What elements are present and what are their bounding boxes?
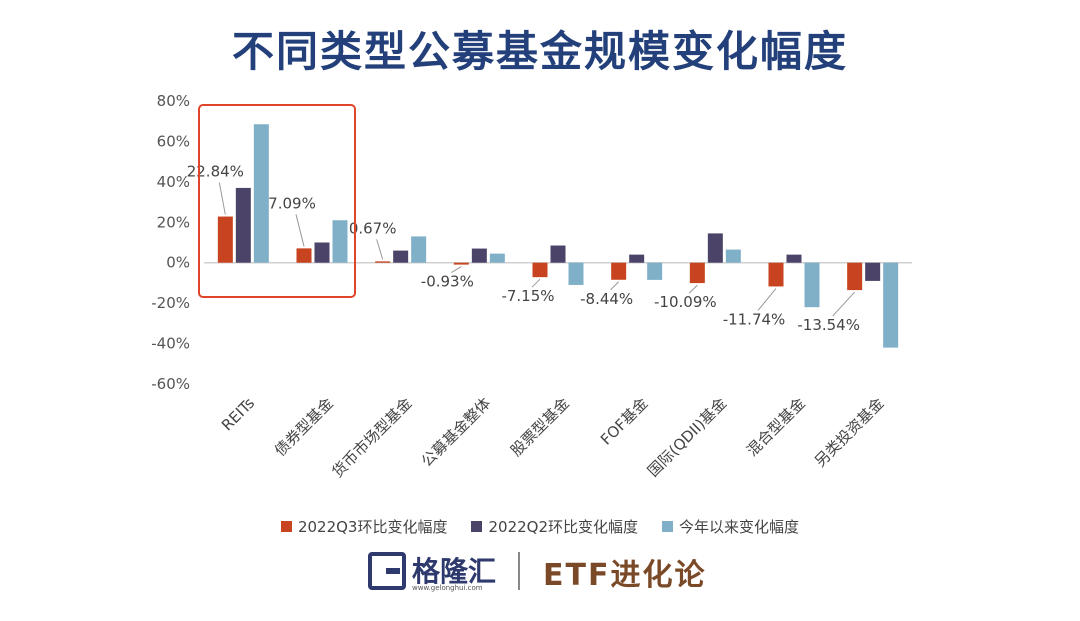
legend-swatch: [280, 521, 292, 532]
x-category-label-group: 货币市场型基金: [329, 394, 416, 481]
x-category-label: 另类投资基金: [811, 394, 887, 470]
bar-2: [393, 250, 409, 263]
legend-swatch: [471, 521, 483, 532]
bar-1: [611, 262, 627, 280]
data-label: -13.54%: [797, 316, 860, 334]
highlight-box: [198, 104, 356, 298]
x-category-label: FOF基金: [597, 394, 652, 449]
x-category-label-group: 混合型基金: [743, 394, 809, 460]
data-label-leader: [832, 291, 856, 317]
data-label-leader: [451, 266, 462, 274]
data-label: 22.84%: [187, 163, 244, 181]
y-tick-label: 60%: [157, 132, 190, 150]
data-label: -10.09%: [654, 293, 717, 311]
bar-1: [296, 248, 312, 263]
x-category-label: 国际(QDII)基金: [644, 394, 730, 480]
bar-1: [375, 261, 391, 263]
x-category-label: 债券型基金: [271, 394, 337, 460]
legend-item: 2022Q3环比变化幅度: [280, 516, 448, 537]
data-label-leader: [295, 214, 305, 247]
x-category-label: 货币市场型基金: [329, 394, 416, 481]
y-tick-label: 80%: [157, 92, 190, 110]
footer-divider: [518, 552, 520, 590]
x-category-label-group: 另类投资基金: [811, 394, 887, 470]
data-label-leader: [757, 288, 777, 311]
bar-1: [532, 262, 548, 278]
bar-3: [568, 262, 584, 285]
bar-3: [647, 262, 663, 280]
data-label-leader: [376, 239, 384, 260]
brand-name: 格隆汇: [412, 555, 497, 588]
bar-3: [883, 262, 899, 348]
x-category-label-group: 股票型基金: [507, 394, 573, 460]
data-label: -11.74%: [723, 310, 786, 328]
data-label-leader: [688, 284, 698, 294]
legend: 2022Q3环比变化幅度 2022Q2环比变化幅度 今年以来变化幅度: [0, 516, 1080, 537]
bar-chart: 80% 60% 40% 20% 0% -20% -40% -60% 22.84% 7.09% 0.…: [151, 92, 912, 481]
y-tick-label: -20%: [151, 294, 190, 312]
y-tick-label: 40%: [157, 173, 190, 191]
legend-label: 2022Q2环比变化幅度: [488, 518, 639, 536]
y-tick-label: -40%: [151, 335, 190, 353]
data-label: 7.09%: [268, 194, 316, 212]
legend-label: 今年以来变化幅度: [679, 518, 800, 536]
x-category-label: REITs: [218, 394, 258, 434]
bar-2: [235, 187, 251, 263]
bar-3: [804, 262, 820, 308]
y-tick-label: -60%: [151, 375, 190, 393]
page-title: 不同类型公募基金规模变化幅度: [231, 27, 848, 76]
x-category-label-group: 公募基金整体: [418, 394, 494, 470]
bar-3: [489, 253, 505, 263]
x-category-label-group: FOF基金: [597, 394, 652, 449]
legend-item: 今年以来变化幅度: [662, 516, 799, 537]
bar-2: [865, 262, 881, 281]
bar-1: [217, 216, 233, 263]
data-label: -8.44%: [580, 290, 633, 308]
bar-3: [253, 124, 269, 263]
x-category-label: 公募基金整体: [418, 394, 494, 470]
x-category-label-group: 国际(QDII)基金: [644, 394, 730, 480]
bar-2: [471, 248, 487, 263]
data-label-leader: [531, 278, 541, 288]
legend-swatch: [662, 521, 674, 532]
x-category-label: 混合型基金: [743, 394, 809, 460]
data-label: 0.67%: [349, 219, 397, 237]
footer: 格隆汇 www.gelonghui.com ETF进化论: [0, 546, 1080, 594]
bar-1: [689, 262, 705, 284]
data-label-leader: [218, 182, 226, 215]
x-category-label: 股票型基金: [507, 394, 573, 460]
bar-2: [707, 233, 723, 263]
bar-2: [314, 242, 330, 263]
y-tick-label: 0%: [166, 254, 190, 272]
bar-3: [725, 249, 741, 263]
legend-label: 2022Q3环比变化幅度: [297, 518, 448, 536]
bar-1: [768, 262, 784, 287]
data-label-leader: [610, 281, 620, 291]
data-label: -7.15%: [501, 287, 554, 305]
x-category-label-group: REITs: [218, 394, 258, 434]
legend-item: 2022Q2环比变化幅度: [471, 516, 638, 537]
partner-name: ETF进化论: [543, 558, 707, 593]
bar-1: [453, 262, 469, 265]
bar-1: [847, 262, 863, 291]
bar-2: [786, 254, 802, 263]
y-tick-label: 20%: [157, 213, 190, 231]
x-category-label-group: 债券型基金: [271, 394, 337, 460]
bar-3: [332, 220, 348, 263]
bar-2: [550, 245, 566, 263]
bar-2: [629, 254, 645, 263]
brand-url: www.gelonghui.com: [412, 584, 483, 592]
bar-3: [411, 236, 427, 263]
gelonghui-logo-icon: [368, 552, 406, 590]
data-label: -0.93%: [421, 273, 474, 291]
